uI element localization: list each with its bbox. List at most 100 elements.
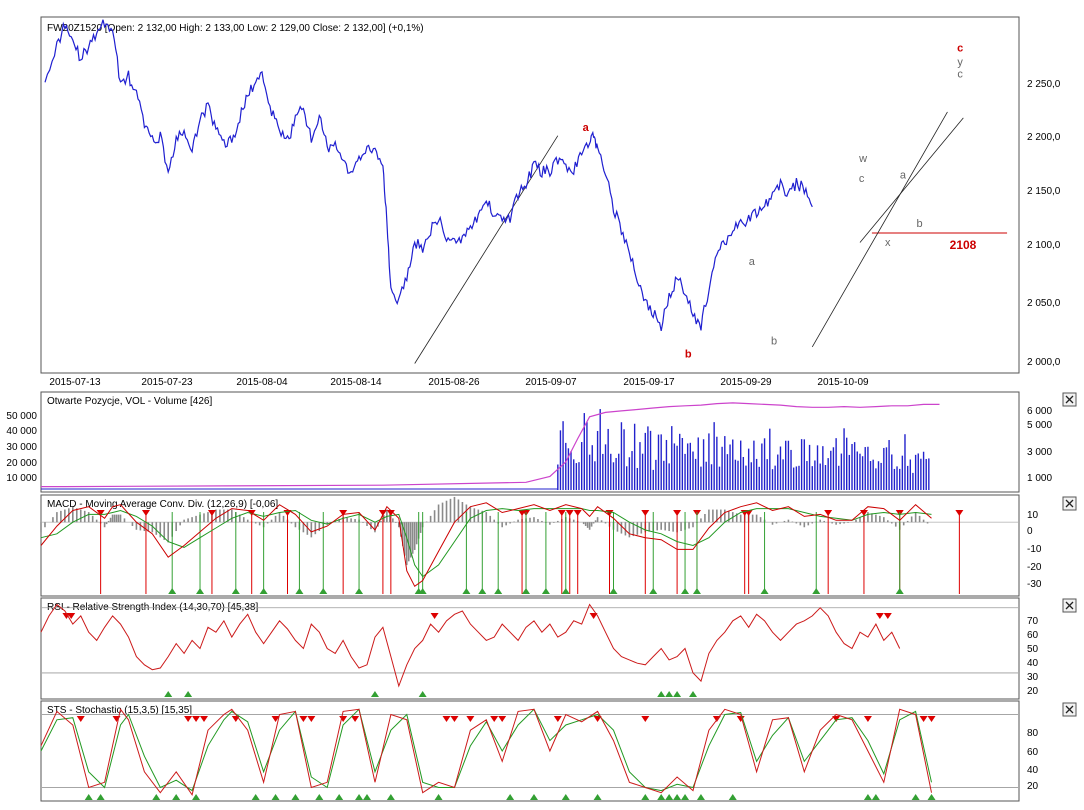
wave-label-b: b: [771, 336, 777, 348]
macd-panel: MACD - Moving Average Conv. Div. (12,26,…: [40, 494, 1077, 597]
sell-signal-marker: [557, 510, 566, 516]
macd-y-tick-minus30: -30: [1027, 579, 1042, 590]
rsi-y-tick-30: 30: [1027, 672, 1039, 683]
buy-signal-marker: [673, 691, 682, 697]
macd-panel-title: MACD - Moving Average Conv. Div. (12,26,…: [47, 499, 278, 510]
rsi-signal-markers: [62, 613, 892, 697]
wave-label-w: w: [858, 153, 867, 165]
price-y-tick-2250: 2 250,0: [1027, 79, 1061, 90]
sell-signal-marker: [192, 716, 201, 722]
buy-signal-marker: [657, 794, 666, 800]
buy-signal-marker: [370, 691, 379, 697]
wave-label-x: x: [885, 237, 891, 249]
stochastic-y-tick-80: 80: [1027, 728, 1039, 739]
buy-signal-marker: [895, 588, 904, 594]
x-tick-2015-09-17: 2015-09-17: [623, 377, 675, 388]
wave-label-c: c: [859, 173, 865, 185]
stochastic-lines: [40, 708, 932, 796]
rsi-reference-lines: [42, 607, 1018, 674]
sell-signal-marker: [466, 716, 475, 722]
x-tick-2015-08-14: 2015-08-14: [330, 377, 382, 388]
volume-panel-frame: [40, 391, 1020, 493]
stochastic-panel-close-button[interactable]: [1062, 702, 1077, 717]
sell-signal-marker: [589, 613, 598, 619]
sell-signal-marker: [490, 716, 499, 722]
buy-signal-marker: [696, 794, 705, 800]
buy-signal-marker: [231, 588, 240, 594]
buy-signal-marker: [363, 794, 371, 800]
buy-signal-marker: [196, 588, 205, 594]
buy-signal-marker: [541, 588, 550, 594]
volume-panel-close-button[interactable]: [1062, 392, 1077, 407]
stochastic-y-tick-60: 60: [1027, 747, 1039, 758]
price-line: [44, 19, 813, 332]
sell-signal-marker: [442, 716, 451, 722]
buy-signal-marker: [184, 691, 193, 697]
volume-right-tick-1000: 1 000: [1027, 473, 1052, 484]
buy-signal-marker: [689, 691, 697, 697]
sell-signal-marker: [641, 510, 650, 516]
macd-y-tick-10: 10: [1027, 510, 1039, 521]
close-x-icon: [1065, 499, 1074, 508]
buy-signal-marker: [665, 691, 674, 697]
buy-signal-marker: [319, 588, 328, 594]
buy-signal-marker: [812, 588, 821, 594]
sell-signal-marker: [339, 510, 348, 516]
close-x-icon: [1065, 601, 1074, 610]
volume-left-tick-40000: 40 000: [6, 426, 37, 437]
volume-left-tick-20000: 20 000: [6, 458, 37, 469]
close-x-icon: [1065, 395, 1074, 404]
stochastic-panel-title: STS - Stochastic (15,3,5) [15,35]: [47, 705, 192, 716]
buy-signal-marker: [315, 794, 324, 800]
sell-signal-marker: [593, 716, 602, 722]
sell-signal-marker: [430, 613, 439, 619]
buy-signal-marker: [192, 794, 201, 800]
buy-signal-marker: [418, 588, 427, 594]
rsi-line: [40, 603, 901, 688]
rsi-y-tick-50: 50: [1027, 644, 1039, 655]
rsi-y-tick-60: 60: [1027, 630, 1039, 641]
macd-y-tick-0: 0: [1027, 526, 1033, 537]
sell-signal-marker: [832, 716, 841, 722]
sell-signal-marker: [141, 510, 150, 516]
x-tick-2015-08-26: 2015-08-26: [428, 377, 480, 388]
buy-signal-marker: [692, 588, 701, 594]
x-tick-2015-07-13: 2015-07-13: [49, 377, 101, 388]
stochastic-reference-lines: [42, 714, 1018, 788]
sell-signal-marker: [96, 510, 105, 516]
buy-signal-marker: [84, 794, 93, 800]
sell-signal-marker: [863, 716, 872, 722]
buy-signal-marker: [386, 794, 395, 800]
x-tick-2015-09-07: 2015-09-07: [525, 377, 577, 388]
price-y-tick-2100: 2 100,0: [1027, 240, 1061, 251]
buy-signal-marker: [657, 691, 666, 697]
sell-signal-marker: [565, 510, 574, 516]
sell-signal-marker: [200, 716, 208, 722]
buy-signal-marker: [152, 794, 161, 800]
sell-signal-marker: [553, 716, 562, 722]
buy-signal-marker: [641, 794, 650, 800]
macd-panel-close-button[interactable]: [1062, 496, 1077, 511]
buy-signal-marker: [164, 691, 173, 697]
macd-line: [40, 502, 932, 588]
buy-signal-marker: [927, 794, 936, 800]
stochastic-y-tick-40: 40: [1027, 765, 1039, 776]
sell-signal-marker: [299, 716, 308, 722]
buy-signal-marker: [259, 588, 268, 594]
buy-signal-marker: [529, 794, 538, 800]
price-panel-frame: [40, 16, 1020, 374]
volume-left-tick-30000: 30 000: [6, 442, 37, 453]
sell-signal-marker: [498, 716, 507, 722]
volume-right-tick-6000: 6 000: [1027, 406, 1052, 417]
buy-signal-marker: [355, 794, 364, 800]
volume-left-tick-10000: 10 000: [6, 473, 37, 484]
wave-label-c: c: [957, 69, 963, 81]
buy-signal-marker: [561, 588, 570, 594]
rsi-panel-close-button[interactable]: [1062, 598, 1077, 613]
buy-signal-marker: [665, 794, 674, 800]
buy-signal-marker: [863, 794, 872, 800]
buy-signal-marker: [434, 794, 443, 800]
rsi-panel: RSI - Relative Strength Index (14,30,70)…: [40, 597, 1077, 700]
wave-label-a: a: [749, 256, 756, 268]
